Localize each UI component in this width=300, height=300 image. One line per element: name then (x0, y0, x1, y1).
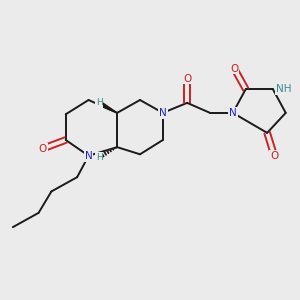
Polygon shape (100, 103, 117, 113)
Text: O: O (39, 144, 47, 154)
Text: O: O (230, 64, 238, 74)
Text: NH: NH (276, 84, 292, 94)
Text: N: N (229, 108, 237, 118)
Text: O: O (270, 151, 278, 161)
Text: O: O (183, 74, 191, 84)
Text: H: H (96, 153, 103, 162)
Text: N: N (85, 151, 92, 161)
Text: N: N (159, 108, 167, 118)
Text: H: H (96, 98, 103, 107)
